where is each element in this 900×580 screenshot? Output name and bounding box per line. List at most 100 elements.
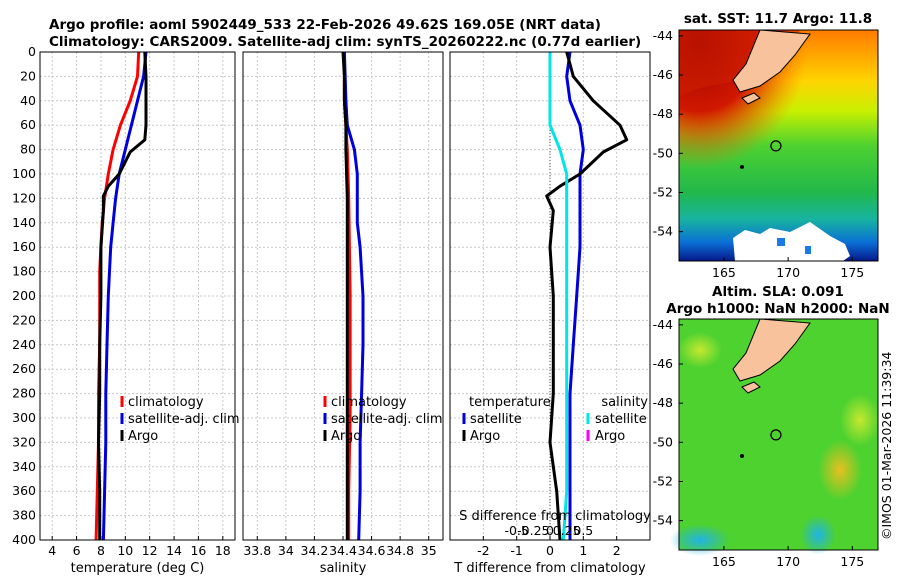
map-x-tick-label: 170 — [776, 554, 800, 569]
sst-argo-position-marker — [770, 140, 782, 152]
sst-map-frame — [678, 29, 879, 262]
sst-island-mark — [740, 165, 744, 169]
sla-land-south-island — [732, 318, 811, 382]
secondary-x-tick-label: 0 — [546, 523, 554, 538]
map-y-tick-label: -54 — [653, 513, 673, 528]
map-x-tick-label: 165 — [712, 554, 736, 569]
sla-land-stewart-island — [741, 381, 761, 394]
series-line-s-satellite — [548, 52, 569, 541]
legend-entry: satellite — [595, 412, 647, 427]
y-tick-label: 20 — [20, 68, 36, 83]
sst-land-south-island — [732, 29, 811, 93]
map-y-tick-label: -50 — [653, 434, 673, 449]
secondary-x-axis-label: S difference from climatology — [459, 509, 651, 524]
y-tick-label: 140 — [12, 215, 36, 230]
map-y-tick-label: -48 — [653, 395, 673, 410]
legend-entry: Argo — [470, 429, 500, 444]
sla-map: -44 -46 -48 -50 -52 -54 165 170 175 — [653, 317, 880, 569]
legend-salinity-title: salinity — [601, 395, 648, 410]
legend-entry: Argo — [595, 429, 625, 444]
y-tick-label: 400 — [12, 532, 36, 547]
x-axis-label: temperature (deg C) — [71, 561, 205, 576]
x-tick-label: -2 — [477, 543, 489, 558]
legend-entry: Argo — [128, 429, 158, 444]
y-tick-label: 0 — [28, 44, 36, 59]
x-tick-label: 1 — [579, 543, 587, 558]
map-y-tick-label: -46 — [653, 356, 673, 371]
y-tick-label: 300 — [12, 410, 36, 425]
y-tick-label: 320 — [12, 434, 36, 449]
sst-map: -44 -46 -48 -50 -52 -54 165 170 175 — [653, 28, 879, 280]
sla-anomaly-high — [818, 440, 862, 500]
map-y-tick-label: -44 — [653, 317, 673, 332]
y-tick-label: 260 — [12, 361, 36, 376]
map-y-tick-label: -48 — [653, 106, 673, 121]
legend-temperature-title: temperature — [469, 395, 551, 410]
y-tick-label: 180 — [12, 264, 36, 279]
sla-argo-position-marker — [770, 429, 782, 441]
map-x-tick-label: 165 — [712, 265, 736, 280]
y-tick-label: 40 — [20, 93, 36, 108]
figure-title-line2: Climatology: CARS2009. Satellite-adj cli… — [49, 34, 641, 50]
figure-title-line1: Argo profile: aoml 5902449_533 22-Feb-20… — [49, 17, 601, 33]
x-tick-label: 12 — [142, 543, 158, 558]
x-tick-label: 33.8 — [243, 543, 271, 558]
x-tick-label: 34.8 — [386, 543, 414, 558]
x-tick-label: 34.6 — [358, 543, 386, 558]
y-tick-label: 380 — [12, 508, 36, 523]
x-tick-label: 14 — [166, 543, 182, 558]
sla-anomaly-mid — [840, 394, 880, 446]
map-y-tick-label: -52 — [653, 473, 673, 488]
x-tick-label: 34.2 — [301, 543, 329, 558]
sst-map-axes: -44 -46 -48 -50 -52 -54 165 170 175 — [653, 28, 865, 280]
x-tick-label: 34 — [278, 543, 294, 558]
x-tick-label: 8 — [97, 543, 105, 558]
y-tick-label: 160 — [12, 239, 36, 254]
x-tick-label: 2 — [613, 543, 621, 558]
plot-frame — [39, 51, 236, 541]
sla-map-frame — [678, 318, 879, 551]
sla-island-mark — [740, 454, 744, 458]
x-tick-label: 4 — [48, 543, 56, 558]
salinity-panel: 33.8 34 34.2 34.4 34.6 34.8 35 salinity climatol… — [242, 51, 444, 576]
x-axis-label: T difference from climatology — [453, 561, 646, 576]
x-tick-label: 18 — [215, 543, 231, 558]
x-tick-label: 34.4 — [329, 543, 357, 558]
difference-panel: -2 -1 0 1 2 T difference from climatology temp… — [449, 51, 651, 576]
map-y-tick-label: -52 — [653, 184, 673, 199]
legend-entry: climatology — [331, 395, 407, 410]
secondary-x-tick-label: -0.25 — [517, 523, 549, 538]
x-tick-label: 16 — [190, 543, 206, 558]
x-tick-label: 35 — [421, 543, 437, 558]
imos-timestamp: ©IMOS 01-Mar-2026 11:39:34 — [879, 352, 894, 540]
y-tick-label: 120 — [12, 190, 36, 205]
sst-map-title: sat. SST: 11.7 Argo: 11.8 — [684, 11, 872, 27]
series-line-argo — [341, 51, 349, 540]
map-y-tick-label: -50 — [653, 145, 673, 160]
x-tick-label: 6 — [73, 543, 81, 558]
map-y-tick-label: -44 — [653, 28, 673, 43]
map-y-tick-label: -46 — [653, 67, 673, 82]
x-tick-label: 0 — [546, 543, 554, 558]
x-axis-label: salinity — [320, 561, 367, 576]
sst-pixel — [805, 246, 811, 254]
sla-anomaly-mid — [678, 332, 722, 368]
sla-map-axes: -44 -46 -48 -50 -52 -54 165 170 175 — [653, 317, 865, 569]
map-x-tick-label: 175 — [840, 554, 864, 569]
y-tick-label: 220 — [12, 312, 36, 327]
sla-anomaly-low — [800, 515, 836, 555]
legend-entry: satellite-adj. clim — [331, 412, 443, 427]
sla-anomaly-low — [670, 524, 730, 556]
secondary-x-tick-label: -0.5 — [504, 523, 528, 538]
sst-cloud-mask — [733, 222, 850, 261]
x-tick-label: -1 — [510, 543, 522, 558]
map-x-tick-label: 175 — [840, 265, 864, 280]
series-line-satellite-adj-clim — [101, 51, 148, 541]
temperature-panel: 4 6 8 10 12 14 16 18 temperature (deg C) 0 20 40 60 8… — [12, 44, 239, 576]
y-tick-label: 200 — [12, 288, 36, 303]
legend-entry: satellite-adj. clim — [128, 412, 240, 427]
y-tick-label: 100 — [12, 166, 36, 181]
sst-pixel — [777, 238, 785, 246]
secondary-x-tick-label: 0.5 — [573, 523, 593, 538]
